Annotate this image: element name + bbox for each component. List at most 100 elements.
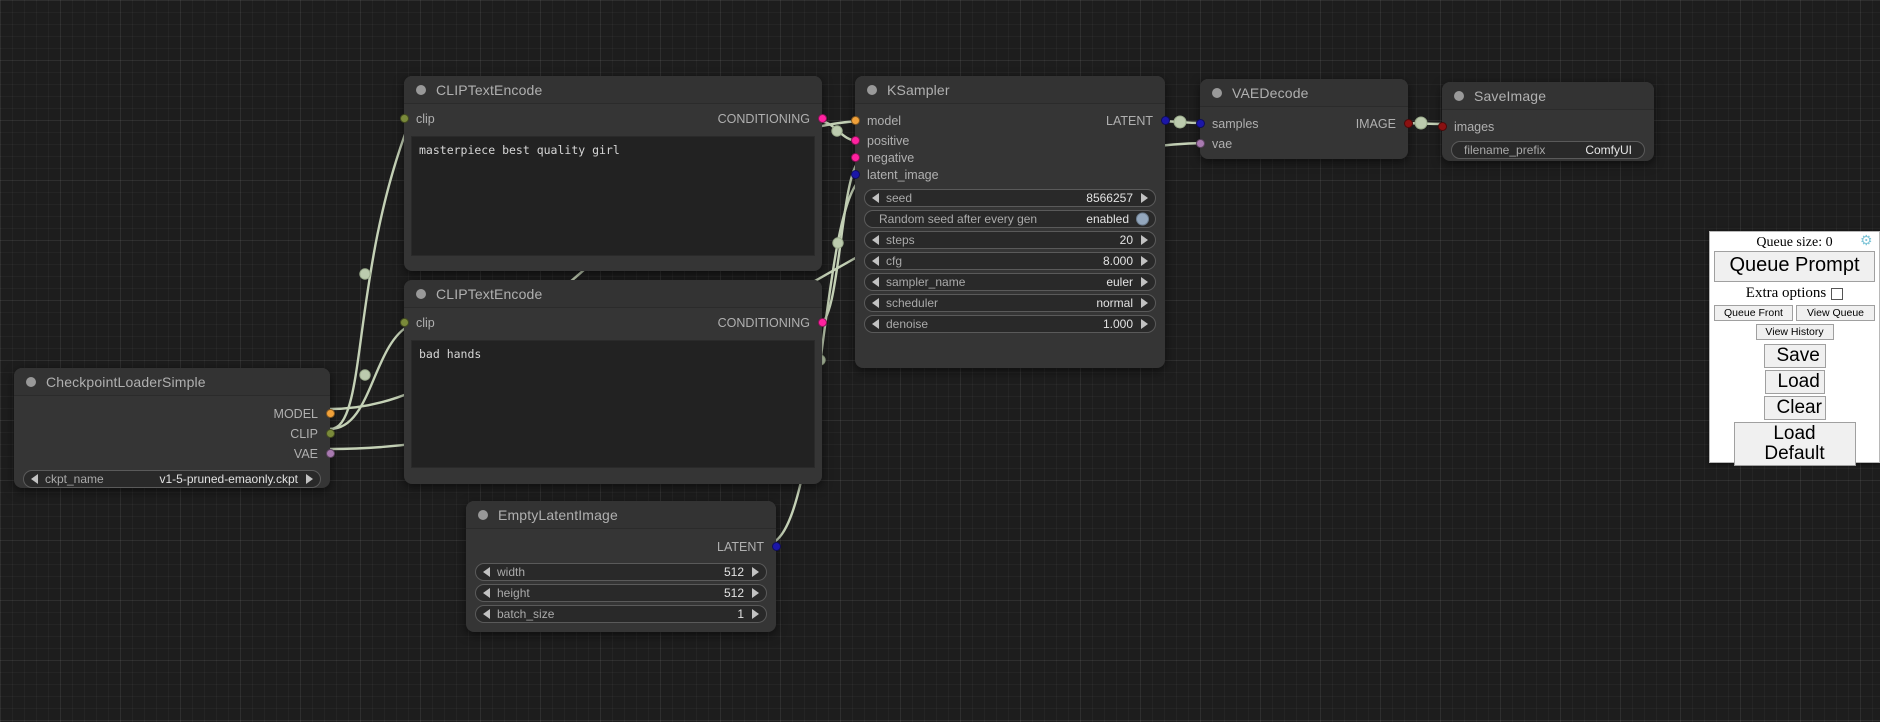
save-button[interactable]: Save [1763, 344, 1826, 368]
extra-options-checkbox[interactable] [1831, 287, 1844, 300]
queue-front-button[interactable]: Queue Front [1714, 305, 1793, 321]
widget-label: Random seed after every gen [879, 212, 1038, 226]
output-slot-conditioning[interactable]: CONDITIONING [571, 110, 827, 127]
node-cliptextencode-negative[interactable]: CLIPTextEncode clip CONDITIONING bad han… [399, 280, 827, 484]
widget-label: filename_prefix [1464, 143, 1546, 157]
input-slot-clip[interactable]: clip [399, 314, 613, 331]
decrement-arrow-icon[interactable] [483, 609, 490, 619]
decrement-arrow-icon[interactable] [872, 298, 879, 308]
decrement-arrow-icon[interactable] [483, 588, 490, 598]
widget-cfg[interactable]: cfg 8.000 [864, 252, 1156, 270]
decrement-arrow-icon[interactable] [872, 235, 879, 245]
decrement-arrow-icon[interactable] [31, 474, 38, 484]
queue-menu-panel[interactable]: Queue size: 0 ⚙ Queue Prompt Extra optio… [1709, 231, 1880, 466]
node-title-bar[interactable]: SaveImage [1442, 82, 1654, 110]
load-button[interactable]: Load [1764, 369, 1825, 394]
widget-ckpt-name[interactable]: ckpt_name v1-5-pruned-emaonly.ckpt [23, 470, 321, 488]
clear-button[interactable]: Clear [1763, 395, 1826, 420]
increment-arrow-icon[interactable] [752, 609, 759, 619]
node-checkpointloadersimple[interactable]: CheckpointLoaderSimple MODEL CLIP VAE ck… [14, 368, 335, 488]
output-slot-model[interactable]: MODEL [14, 405, 335, 422]
node-cliptextencode-positive[interactable]: CLIPTextEncode clip CONDITIONING masterp… [399, 76, 827, 271]
widget-height[interactable]: height 512 [475, 584, 767, 602]
output-slot-latent[interactable]: LATENT [466, 538, 781, 555]
widget-width[interactable]: width 512 [475, 563, 767, 581]
collapse-dot-icon[interactable] [1212, 87, 1222, 98]
increment-arrow-icon[interactable] [1141, 319, 1148, 329]
increment-arrow-icon[interactable] [1141, 193, 1148, 203]
slot-dot-icon [1403, 119, 1413, 128]
widget-label: denoise [886, 317, 929, 331]
collapse-dot-icon[interactable] [478, 509, 488, 520]
increment-arrow-icon[interactable] [1141, 298, 1148, 308]
output-slot-latent[interactable]: LATENT [979, 112, 1170, 129]
gear-icon[interactable]: ⚙ [1860, 234, 1873, 249]
widget-value: normal [1096, 296, 1133, 310]
decrement-arrow-icon[interactable] [483, 567, 490, 577]
collapse-dot-icon[interactable] [867, 84, 877, 95]
output-slot-image[interactable]: IMAGE [1294, 115, 1413, 132]
increment-arrow-icon[interactable] [306, 474, 313, 484]
view-queue-button[interactable]: View Queue [1796, 305, 1875, 321]
collapse-dot-icon[interactable] [26, 376, 36, 387]
output-slot-conditioning[interactable]: CONDITIONING [571, 314, 827, 331]
collapse-dot-icon[interactable] [416, 84, 426, 95]
input-slot-clip[interactable]: clip [399, 110, 613, 127]
node-title-bar[interactable]: KSampler [855, 76, 1165, 104]
input-slot-samples[interactable]: samples [1195, 115, 1314, 132]
decrement-arrow-icon[interactable] [872, 319, 879, 329]
widget-filename-prefix[interactable]: filename_prefix ComfyUI [1451, 141, 1645, 159]
widget-denoise[interactable]: denoise 1.000 [864, 315, 1156, 333]
toggle-knob-icon[interactable] [1136, 212, 1149, 226]
input-slot-latent-image[interactable]: latent_image [850, 166, 1165, 183]
input-slot-positive[interactable]: positive [850, 132, 1165, 149]
output-slot-vae[interactable]: VAE [14, 445, 335, 462]
load-default-button[interactable]: Load Default [1733, 421, 1856, 466]
node-title-bar[interactable]: EmptyLatentImage [466, 501, 776, 529]
widget-label: width [497, 565, 526, 579]
node-title-label: EmptyLatentImage [498, 506, 618, 523]
widget-value: enabled [1086, 212, 1129, 226]
increment-arrow-icon[interactable] [1141, 256, 1148, 266]
node-vaedecode[interactable]: VAEDecode samples IMAGE vae [1195, 79, 1413, 159]
slot-dot-icon [325, 449, 335, 458]
decrement-arrow-icon[interactable] [872, 256, 879, 266]
output-slot-clip[interactable]: CLIP [14, 425, 335, 442]
prompt-textarea[interactable]: bad hands [411, 340, 815, 468]
widget-steps[interactable]: steps 20 [864, 231, 1156, 249]
node-title-bar[interactable]: VAEDecode [1200, 79, 1408, 107]
widget-label: height [497, 586, 530, 600]
view-history-button[interactable]: View History [1755, 324, 1834, 340]
input-slot-vae[interactable]: vae [1195, 135, 1408, 152]
increment-arrow-icon[interactable] [1141, 235, 1148, 245]
widget-label: seed [886, 191, 913, 205]
decrement-arrow-icon[interactable] [872, 193, 879, 203]
prompt-textarea[interactable]: masterpiece best quality girl [411, 136, 815, 256]
node-ksampler[interactable]: KSampler model LATENT positive negative [850, 76, 1170, 368]
widget-scheduler[interactable]: scheduler normal [864, 294, 1156, 312]
widget-value: v1-5-pruned-emaonly.ckpt [159, 472, 298, 486]
widget-random-seed-toggle[interactable]: Random seed after every gen enabled [864, 210, 1156, 228]
slot-dot-icon [771, 542, 781, 551]
widget-batch-size[interactable]: batch_size 1 [475, 605, 767, 623]
widget-seed[interactable]: seed 8566257 [864, 189, 1156, 207]
collapse-dot-icon[interactable] [1454, 90, 1464, 101]
node-title-bar[interactable]: CheckpointLoaderSimple [14, 368, 330, 396]
increment-arrow-icon[interactable] [1141, 277, 1148, 287]
increment-arrow-icon[interactable] [752, 567, 759, 577]
node-emptylatentimage[interactable]: EmptyLatentImage LATENT width 512 height… [466, 501, 781, 632]
increment-arrow-icon[interactable] [752, 588, 759, 598]
queue-prompt-button[interactable]: Queue Prompt [1714, 251, 1875, 282]
input-slot-images[interactable]: images [1437, 118, 1654, 135]
node-saveimage[interactable]: SaveImage images filename_prefix ComfyUI [1437, 82, 1654, 161]
widget-sampler-name[interactable]: sampler_name euler [864, 273, 1156, 291]
collapse-dot-icon[interactable] [416, 288, 426, 299]
node-title-bar[interactable]: CLIPTextEncode [404, 280, 822, 308]
input-slot-label: clip [416, 315, 435, 330]
node-title-bar[interactable]: CLIPTextEncode [404, 76, 822, 104]
input-slot-model[interactable]: model [850, 112, 1026, 129]
extra-options-row[interactable]: Extra options [1714, 285, 1875, 302]
decrement-arrow-icon[interactable] [872, 277, 879, 287]
input-slot-negative[interactable]: negative [850, 149, 1165, 166]
